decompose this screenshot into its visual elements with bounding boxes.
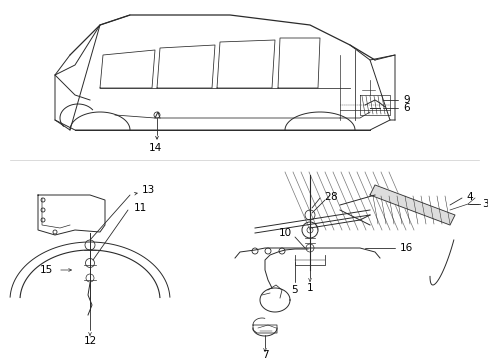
Text: 9: 9 (402, 95, 409, 105)
Text: 5: 5 (291, 285, 298, 295)
Polygon shape (369, 185, 454, 225)
Text: 11: 11 (134, 203, 147, 213)
Text: 15: 15 (40, 265, 53, 275)
Text: 13: 13 (142, 185, 155, 195)
Text: 10: 10 (278, 228, 291, 238)
Text: 4: 4 (465, 192, 472, 202)
Text: 16: 16 (399, 243, 412, 253)
Text: 6: 6 (402, 103, 409, 113)
Text: 14: 14 (148, 143, 162, 153)
Text: 3: 3 (481, 199, 488, 209)
Text: 8: 8 (329, 192, 336, 202)
Text: 2: 2 (324, 192, 330, 202)
Text: 12: 12 (83, 336, 97, 346)
Text: 7: 7 (261, 350, 268, 360)
Text: 1: 1 (306, 283, 313, 293)
